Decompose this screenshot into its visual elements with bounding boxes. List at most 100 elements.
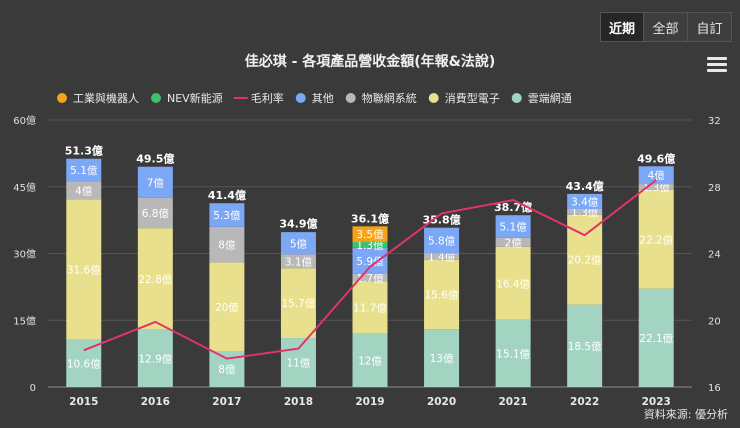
y-left-tick-label: 60億 (13, 114, 36, 127)
bar-segment (66, 339, 102, 387)
bar-segment (209, 203, 245, 227)
bar-total-label: 43.4億 (566, 179, 604, 193)
bar-total-label: 36.1億 (351, 211, 389, 225)
y-right-tick-label: 32 (708, 116, 721, 127)
legend-item-label: 毛利率 (251, 91, 284, 105)
bar-value-label: 1.3億 (356, 239, 384, 252)
bar-value-label: 22.2億 (639, 233, 673, 246)
bar-segment (424, 259, 460, 330)
bar-value-label: 15.7億 (281, 297, 315, 310)
y-right-tick-label: 16 (708, 383, 721, 394)
bar-value-label: 15.1億 (496, 347, 530, 360)
bar-value-label: 3.4億 (571, 195, 599, 208)
hamburger-menu-icon[interactable] (705, 54, 729, 76)
bar-segment (352, 226, 388, 242)
y-right-tick-label: 20 (708, 316, 721, 327)
bar-value-label: 15.6億 (425, 288, 459, 301)
bar-value-label: 11.7億 (353, 302, 387, 315)
bar-segment (137, 197, 173, 229)
bar-segment (638, 166, 674, 185)
bar-value-label: 4億 (648, 169, 666, 182)
bar-segment (495, 319, 531, 387)
bar-value-label: 7億 (147, 176, 165, 189)
bar-value-label: 5.8億 (428, 235, 456, 248)
y-right-tick-label: 28 (708, 183, 721, 194)
bar-segment (66, 181, 102, 200)
bar-total-label: 35.8億 (422, 213, 460, 227)
range-button-recent[interactable]: 近期 (600, 12, 644, 42)
bar-segment (280, 232, 316, 255)
legend-item-label: 消費型電子 (445, 91, 500, 105)
bar-segment (352, 333, 388, 387)
range-button-custom[interactable]: 自訂 (688, 12, 732, 42)
bar-segment (66, 199, 102, 340)
bar-value-label: 16.4億 (496, 277, 530, 290)
bar-value-label: 1.4億 (428, 251, 456, 264)
x-tick-label: 2023 (642, 396, 671, 408)
legend-swatch (345, 93, 356, 103)
data-source: 資料來源: 優分析 (643, 408, 728, 421)
bar-segment (209, 262, 245, 352)
y-left-tick-label: 30億 (13, 248, 36, 261)
legend-swatch (57, 93, 67, 103)
legend-item-label: 其他 (312, 92, 334, 105)
legend-item-label: 工業與機器人 (73, 91, 139, 105)
bar-value-label: 5.9億 (356, 255, 384, 268)
bar-total-label: 49.5億 (136, 152, 174, 166)
x-tick-label: 2020 (427, 396, 456, 408)
bar-segment (638, 288, 674, 387)
gross-margin-line (83, 179, 657, 360)
x-tick-label: 2021 (498, 396, 527, 408)
legend-item-label: 雲端網通 (528, 91, 572, 105)
range-button-all[interactable]: 全部 (644, 12, 688, 42)
bar-segment (66, 158, 102, 182)
bar-segment (424, 329, 460, 387)
legend-item-label: 物聯網系統 (362, 91, 417, 105)
x-tick-label: 2019 (355, 396, 384, 408)
chart-title: 佳必琪 - 各項產品營收金額(年報&法說) (245, 53, 496, 70)
legend-swatch (428, 93, 439, 103)
bar-value-label: 1.3億 (571, 206, 599, 219)
bar-segment (638, 189, 674, 289)
bar-total-label: 49.6億 (637, 151, 675, 165)
bar-segment (280, 338, 316, 387)
bar-value-label: 20億 (215, 301, 239, 314)
bar-value-label: 3.5億 (356, 228, 384, 241)
x-tick-label: 2015 (69, 396, 98, 408)
bar-total-label: 41.4億 (208, 188, 246, 202)
bar-segment (209, 226, 245, 263)
bar-total-label: 38.7億 (494, 200, 532, 214)
bar-segment (567, 209, 603, 215)
bar-value-label: 6.8億 (142, 207, 170, 220)
y-left-tick-label: 45億 (13, 181, 36, 194)
bar-value-label: 5.3億 (213, 209, 241, 222)
bar-segment (424, 227, 460, 254)
bar-segment (352, 247, 388, 274)
range-button-group: 近期 全部 自訂 (600, 12, 732, 42)
bar-segment (567, 304, 603, 387)
bar-value-label: 11億 (287, 357, 311, 370)
bar-value-label: 18.5億 (568, 340, 602, 353)
bar-value-label: 2億 (505, 236, 523, 249)
bar-value-label: 20.2億 (568, 254, 602, 267)
bar-value-label: 8億 (218, 239, 236, 252)
bar-segment (638, 184, 674, 190)
bar-segment (137, 329, 173, 387)
x-tick-label: 2016 (141, 396, 170, 408)
bar-segment (352, 241, 388, 248)
bar-value-label: 13億 (430, 352, 454, 365)
legend-swatch (151, 93, 161, 103)
bar-segment (495, 215, 531, 238)
y-left-tick-label: 15億 (13, 314, 36, 327)
bar-value-label: 12億 (358, 354, 382, 367)
legend-item-label: NEV新能源 (167, 91, 223, 105)
bar-value-label: 10.6億 (67, 357, 101, 370)
bar-value-label: 5.1億 (70, 164, 98, 177)
bar-segment (280, 268, 316, 339)
bar-segment (352, 281, 388, 334)
bar-segment (567, 193, 603, 209)
x-tick-label: 2017 (212, 396, 241, 408)
legend-swatch (511, 93, 522, 103)
bar-segment (352, 273, 388, 282)
